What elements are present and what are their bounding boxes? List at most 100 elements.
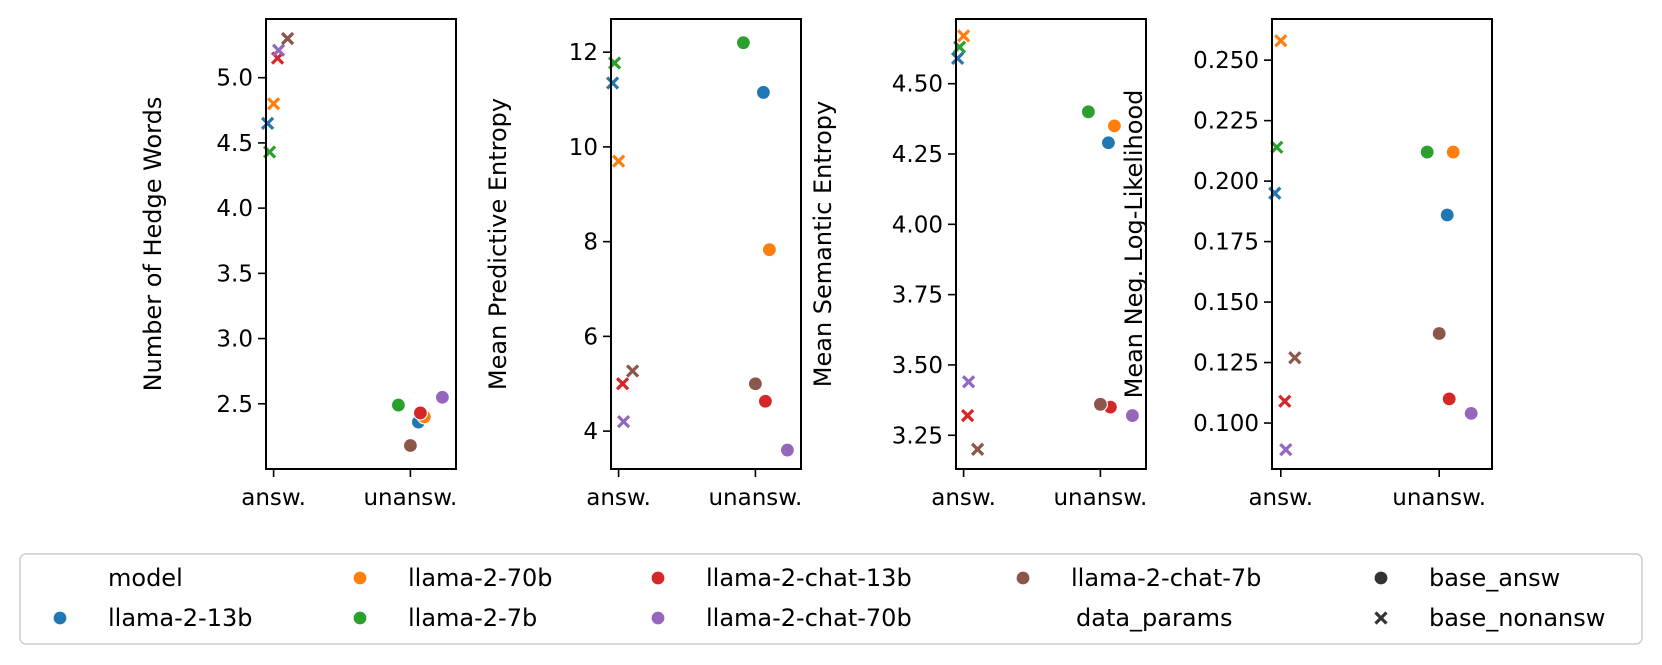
y-tick-label: 3.0 [216,327,253,353]
legend-item-llama-2-13b: llama-2-13b [52,604,253,632]
legend-title-data-params: data_params [1076,604,1232,632]
point-llama-2-chat-7b-unansw [1431,325,1447,342]
point-llama-2-chat-7b-answ [1288,351,1302,365]
axes-frame [1271,18,1493,470]
point-llama-2-13b-answ [1268,186,1282,200]
y-tick-label: 3.50 [892,353,943,379]
point-llama-2-chat-70b-answ [271,43,286,57]
legend-item-base_answ: base_answ [1373,564,1560,592]
subplot-2: 4 6 8 10 12 answ. unansw. Mean Predictive Entro… [484,18,802,511]
subplots: 2.5 3.0 3.5 4.0 4.5 5.0 answ. unansw. Number of … [139,18,1493,511]
legend-item-label: llama-2-chat-7b [1071,564,1261,592]
point-llama-2-13b-unansw [1100,135,1117,151]
legend-marker-circle [650,570,666,586]
y-tick-label: 8 [583,230,598,256]
point-llama-2-chat-70b-unansw [1124,407,1141,424]
y-tick-label: 4.0 [216,196,253,222]
y-axis-label: Number of Hedge Words [139,97,167,392]
legend-title-model: model [108,564,183,592]
point-llama-2-7b-answ [1270,140,1284,154]
legend-item-label: llama-2-13b [108,604,253,632]
y-tick-label: 0.100 [1193,411,1259,437]
point-llama-2-chat-13b-answ [960,408,975,423]
legend-item-llama-2-chat-13b: llama-2-chat-13b [650,564,912,592]
point-llama-2-chat-7b-unansw [402,437,418,454]
y-tick-label: 5.0 [216,66,253,92]
x-tick-label: answ. [931,485,996,511]
point-llama-2-chat-13b-unansw [757,393,774,409]
point-llama-2-70b-unansw [761,242,778,258]
point-llama-2-chat-7b-answ [970,442,985,456]
legend-item-label: llama-2-chat-70b [706,604,912,632]
y-axis-label: Mean Neg. Log-Likelihood [1120,90,1148,399]
point-llama-2-chat-7b-answ [280,31,295,46]
legend-marker-circle [52,610,68,626]
subplot-3: 3.25 3.50 3.75 4.00 4.25 4.50 answ. unansw. Mean… [809,18,1147,511]
legend-item-label: llama-2-70b [408,564,553,592]
legend-marker-circle [650,610,666,626]
point-llama-2-70b-unansw [1106,118,1123,134]
y-tick-label: 0.200 [1193,169,1259,195]
y-tick-label: 3.25 [892,423,943,449]
y-tick-label: 0.250 [1193,48,1259,74]
y-tick-label: 0.175 [1193,230,1259,256]
legend-item-llama-2-70b: llama-2-70b [352,564,553,592]
legend-item-llama-2-7b: llama-2-7b [352,604,537,632]
point-llama-2-13b-unansw [755,84,772,101]
point-llama-2-7b-unansw [390,397,406,413]
y-tick-label: 2.5 [216,392,253,418]
y-tick-label: 4.00 [892,212,943,238]
legend-marker-circle [352,570,368,586]
y-tick-label: 4.50 [892,72,943,98]
y-tick-label: 0.225 [1193,109,1259,135]
x-tick-label: unansw. [1053,485,1147,511]
x-tick-label: answ. [241,485,306,511]
y-axis-label: Mean Semantic Entropy [809,101,837,387]
point-llama-2-70b-unansw [1445,144,1461,160]
point-llama-2-7b-unansw [735,35,752,51]
point-llama-2-chat-70b-unansw [779,442,796,458]
point-llama-2-13b-answ [950,51,965,66]
legend-marker-circle [1015,570,1031,586]
point-llama-2-13b-unansw [1439,207,1455,223]
point-llama-2-7b-unansw [1419,144,1435,160]
legend-item-base_nonansw: base_nonansw [1374,604,1605,632]
legend-item-label: base_nonansw [1429,604,1605,632]
axes-frame [955,18,1147,470]
x-tick-label: unansw. [1392,485,1486,511]
point-llama-2-chat-70b-unansw [434,389,450,405]
point-llama-2-chat-70b-answ [616,415,631,429]
y-tick-label: 4.5 [216,131,253,157]
point-llama-2-chat-13b-unansw [412,405,428,421]
y-tick-label: 10 [569,135,598,161]
y-tick-label: 12 [569,40,598,66]
point-llama-2-chat-7b-unansw [1092,396,1109,412]
subplot-4: 0.100 0.125 0.150 0.175 0.200 0.225 0.250 answ.… [1120,18,1493,511]
axes-frame [265,18,457,470]
point-llama-2-chat-7b-answ [625,364,640,378]
x-tick-label: answ. [1248,485,1313,511]
y-axis-label: Mean Predictive Entropy [484,98,512,390]
point-llama-2-70b-answ [266,97,281,111]
y-tick-label: 6 [583,324,598,350]
legend-items: llama-2-70b llama-2-13b llama-2-7b llama-2-… [52,564,1605,632]
subplot-1: 2.5 3.0 3.5 4.0 4.5 5.0 answ. unansw. Number of … [139,18,457,511]
point-llama-2-70b-answ [611,154,626,168]
y-tick-label: 3.75 [892,283,943,309]
axes-frame [610,18,802,470]
legend-marker-x [1374,611,1388,625]
point-llama-2-chat-7b-unansw [747,376,764,392]
legend-marker-circle [352,610,368,626]
point-llama-2-chat-70b-answ [1279,443,1293,457]
y-tick-label: 4 [583,419,598,445]
point-llama-2-70b-answ [956,29,971,43]
legend-item-label: llama-2-chat-13b [706,564,912,592]
point-llama-2-13b-answ [260,116,275,130]
point-llama-2-chat-13b-answ [615,377,630,391]
legend-item-label: llama-2-7b [408,604,537,632]
legend: model data_params llama-2-70b llama-2-13b… [19,553,1643,645]
point-llama-2-chat-13b-unansw [1441,391,1457,407]
legend-marker-circle [1373,570,1389,586]
point-llama-2-13b-answ [605,76,620,90]
y-tick-label: 0.125 [1193,351,1259,377]
